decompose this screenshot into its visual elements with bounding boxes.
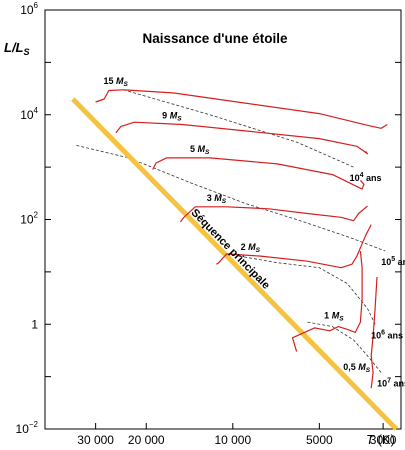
y-tick-label: 102 [20, 211, 38, 227]
isochrone-label: 104 ans [350, 172, 382, 183]
isochrone-line [239, 255, 376, 325]
track-label: 2 MS [241, 242, 261, 254]
chart-title: Naissance d'une étoile [142, 31, 288, 46]
x-tick-label: 30 000 [77, 433, 114, 447]
evolution-tracks [95, 89, 388, 389]
isochrone-line [307, 321, 382, 373]
x-tick-label: 20 000 [128, 433, 165, 447]
track-line [95, 89, 388, 129]
x-tick-label: 10 000 [214, 433, 251, 447]
isochrone-label: 105 ans [381, 256, 405, 267]
track-label: 1 MS [324, 311, 344, 323]
y-tick-label: 104 [20, 106, 38, 122]
track-label: 9 MS [162, 111, 182, 123]
isochrone-label: 107 ans [377, 377, 405, 388]
track-label: 5 MS [190, 144, 210, 156]
track-line [180, 205, 368, 223]
y-axis-label: L/LS [4, 40, 30, 57]
track-line [115, 121, 369, 155]
axis-ticks [45, 9, 401, 430]
y-tick-label: 106 [20, 1, 38, 17]
main-sequence-line [71, 97, 399, 431]
x-tick-label: 3000 [370, 433, 397, 447]
track-line [152, 157, 365, 190]
y-tick-label: 10−2 [16, 420, 39, 436]
isochrone-lines [76, 89, 386, 373]
y-tick-label: 1 [31, 317, 38, 331]
track-line [291, 250, 363, 352]
track-label: 0,5 MS [343, 362, 371, 374]
track-line [370, 276, 378, 389]
track-label: 15 MS [103, 76, 128, 88]
track-line [216, 224, 372, 269]
isochrone-line [123, 89, 354, 168]
isochrone-label: 106 ans [371, 329, 403, 340]
track-label: 3 MS [207, 193, 227, 205]
x-tick-label: 5000 [306, 433, 333, 447]
plot-frame [44, 9, 402, 430]
x-axis-label: T (K) [366, 432, 395, 447]
main-sequence [71, 97, 399, 431]
